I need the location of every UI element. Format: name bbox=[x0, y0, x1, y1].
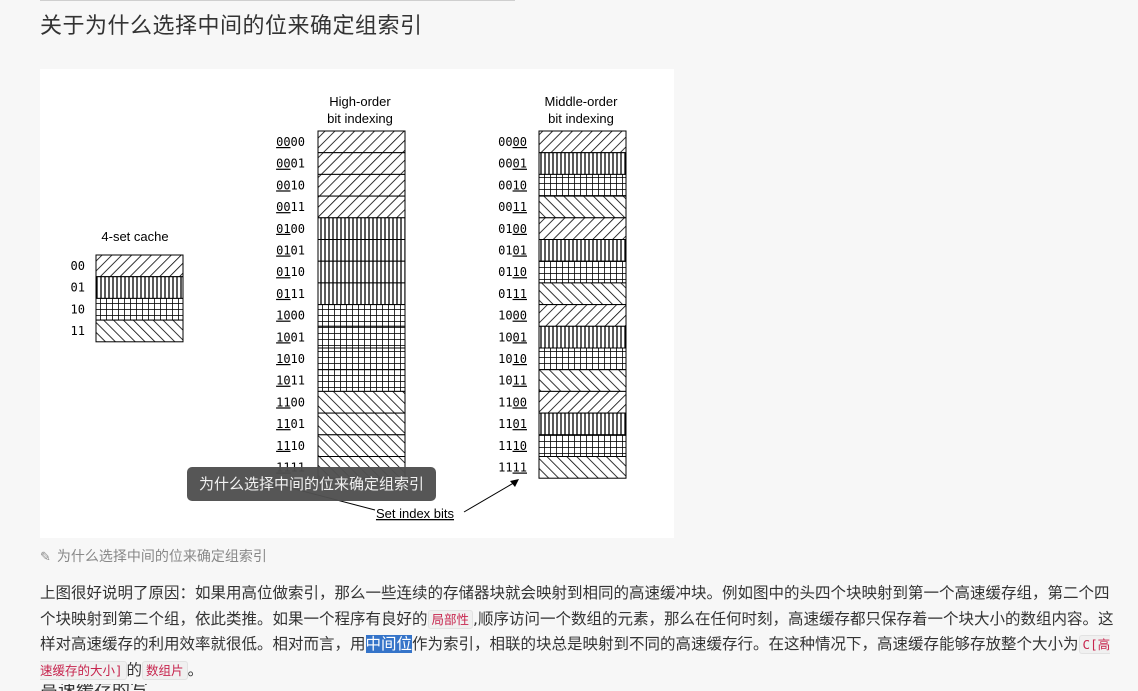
middle-order-block-1001 bbox=[538, 325, 627, 349]
middle-order-block-0000 bbox=[538, 130, 627, 154]
high-order-address-1000: 1000 bbox=[276, 309, 305, 323]
high-order-address-1110: 1110 bbox=[276, 439, 305, 453]
middle-order-address-0111: 0111 bbox=[498, 287, 527, 301]
middle-order-label-line1: Middle-order bbox=[545, 94, 619, 109]
middle-order-address-0010: 0010 bbox=[498, 178, 527, 192]
middle-order-address-0011: 0011 bbox=[498, 200, 527, 214]
high-order-label-line1: High-order bbox=[329, 94, 391, 109]
figure-caption-text: 为什么选择中间的位来确定组索引 bbox=[56, 549, 267, 565]
high-order-block-0111 bbox=[317, 282, 406, 306]
high-order-block-1110 bbox=[317, 434, 406, 457]
middle-order-address-1111: 1111 bbox=[498, 461, 527, 475]
inline-code-array-chunk: 数组片 bbox=[142, 660, 188, 680]
high-order-block-1000 bbox=[317, 304, 406, 327]
high-order-block-0010 bbox=[317, 173, 406, 197]
paragraph-text-2: ,顺序访问一个数组的元素，那么在任何时刻，高速缓存都只保存着一个块大小的数组内容… bbox=[40, 609, 1114, 654]
middle-order-block-1101 bbox=[538, 412, 627, 436]
middle-order-address-1001: 1001 bbox=[498, 330, 527, 344]
high-order-address-0100: 0100 bbox=[276, 222, 305, 236]
middle-order-block-1010 bbox=[538, 347, 627, 371]
middle-order-address-1101: 1101 bbox=[498, 417, 527, 431]
cache-set-00 bbox=[95, 254, 184, 278]
cache-set-01 bbox=[95, 276, 184, 299]
middle-order-block-0101 bbox=[538, 239, 627, 262]
cache-set-label-00: 00 bbox=[71, 259, 85, 273]
selected-text-highlight[interactable]: 中间位 bbox=[365, 635, 413, 653]
high-order-address-0010: 0010 bbox=[276, 178, 305, 192]
set-index-arrow-right bbox=[463, 480, 518, 513]
high-order-block-1001 bbox=[317, 325, 406, 349]
middle-order-block-1100 bbox=[538, 390, 627, 414]
high-order-address-0001: 0001 bbox=[276, 157, 305, 171]
high-order-block-0101 bbox=[317, 239, 406, 262]
next-heading-partial: 高速缓存的写 bbox=[40, 684, 148, 691]
high-order-address-1001: 1001 bbox=[276, 330, 305, 344]
high-order-address-0000: 0000 bbox=[276, 135, 305, 149]
middle-order-address-1110: 1110 bbox=[498, 439, 527, 453]
page-title: 关于为什么选择中间的位来确定组索引 bbox=[40, 14, 423, 39]
middle-order-block-1111 bbox=[538, 456, 627, 479]
high-order-address-1011: 1011 bbox=[276, 374, 305, 388]
cache-indexing-figure: 4-set cache High-order bit indexing Midd… bbox=[40, 69, 674, 538]
middle-order-address-1100: 1100 bbox=[498, 395, 527, 409]
high-order-block-0000 bbox=[317, 130, 406, 154]
paragraph-text-3: 作为索引，相联的块总是映射到不同的高速缓存行。在这种情况下，高速缓存能够存放整个… bbox=[412, 635, 1079, 653]
middle-order-block-0010 bbox=[538, 173, 627, 197]
middle-order-block-0110 bbox=[538, 260, 627, 284]
middle-order-address-1000: 1000 bbox=[498, 309, 527, 323]
figure-canvas: 4-set cache High-order bit indexing Midd… bbox=[71, 94, 627, 521]
high-order-block-1010 bbox=[317, 347, 406, 371]
middle-order-block-1110 bbox=[538, 434, 627, 457]
middle-order-label-line2: bit indexing bbox=[548, 111, 614, 126]
middle-order-block-0001 bbox=[538, 152, 627, 175]
high-order-address-0011: 0011 bbox=[276, 200, 305, 214]
figure-caption: ✎ 为什么选择中间的位来确定组索引 bbox=[40, 546, 267, 566]
pencil-icon: ✎ bbox=[40, 550, 51, 565]
paragraph-text-4: 的 bbox=[126, 660, 143, 679]
middle-order-address-0001: 0001 bbox=[498, 157, 527, 171]
middle-order-address-1010: 1010 bbox=[498, 352, 527, 366]
cache-set-10 bbox=[95, 297, 184, 321]
cache-set-label-11: 11 bbox=[71, 324, 85, 338]
middle-order-address-0110: 0110 bbox=[498, 265, 527, 279]
high-order-address-1010: 1010 bbox=[276, 352, 305, 366]
high-order-block-1101 bbox=[317, 412, 406, 436]
high-order-block-0100 bbox=[317, 217, 406, 241]
high-order-address-1100: 1100 bbox=[276, 395, 305, 409]
high-order-address-1101: 1101 bbox=[276, 417, 305, 431]
middle-order-block-0100 bbox=[538, 217, 627, 241]
high-order-label-line2: bit indexing bbox=[327, 111, 393, 126]
middle-order-address-0100: 0100 bbox=[498, 222, 527, 236]
middle-order-block-1011 bbox=[538, 369, 627, 392]
high-order-block-1100 bbox=[317, 390, 406, 414]
set-index-bits-label: Set index bits bbox=[376, 506, 455, 521]
paragraph-text-5: 。 bbox=[187, 660, 204, 679]
middle-order-block-0111 bbox=[538, 282, 627, 306]
middle-order-address-0000: 0000 bbox=[498, 135, 527, 149]
high-order-block-0001 bbox=[317, 152, 406, 175]
cache-set-label-01: 01 bbox=[71, 281, 85, 295]
high-order-address-0110: 0110 bbox=[276, 265, 305, 279]
middle-order-address-0101: 0101 bbox=[498, 244, 527, 258]
middle-order-address-1011: 1011 bbox=[498, 374, 527, 388]
middle-order-block-1000 bbox=[538, 304, 627, 327]
high-order-address-0101: 0101 bbox=[276, 244, 305, 258]
cache-set-11 bbox=[95, 319, 184, 343]
high-order-block-0011 bbox=[317, 195, 406, 219]
middle-order-block-0011 bbox=[538, 195, 627, 219]
cache-set-label-10: 10 bbox=[71, 302, 85, 316]
image-tooltip: 为什么选择中间的位来确定组索引 bbox=[187, 467, 436, 501]
high-order-block-1011 bbox=[317, 369, 406, 392]
set-index-arrowhead-right bbox=[510, 479, 519, 487]
top-divider bbox=[40, 0, 515, 1]
inline-code-locality: 局部性 bbox=[427, 609, 474, 629]
cache-label: 4-set cache bbox=[101, 229, 168, 244]
explanation-paragraph: 上图很好说明了原因：如果用高位做索引，那么一些连续的存储器块就会映射到相同的高速… bbox=[40, 581, 1115, 683]
high-order-address-0111: 0111 bbox=[276, 287, 305, 301]
high-order-block-0110 bbox=[317, 260, 406, 284]
paragraph-text-1: 上图很好说明了原因：如果用高位做索引，那么一些连续的存储器块就会映射到相同的高速… bbox=[40, 584, 1110, 628]
